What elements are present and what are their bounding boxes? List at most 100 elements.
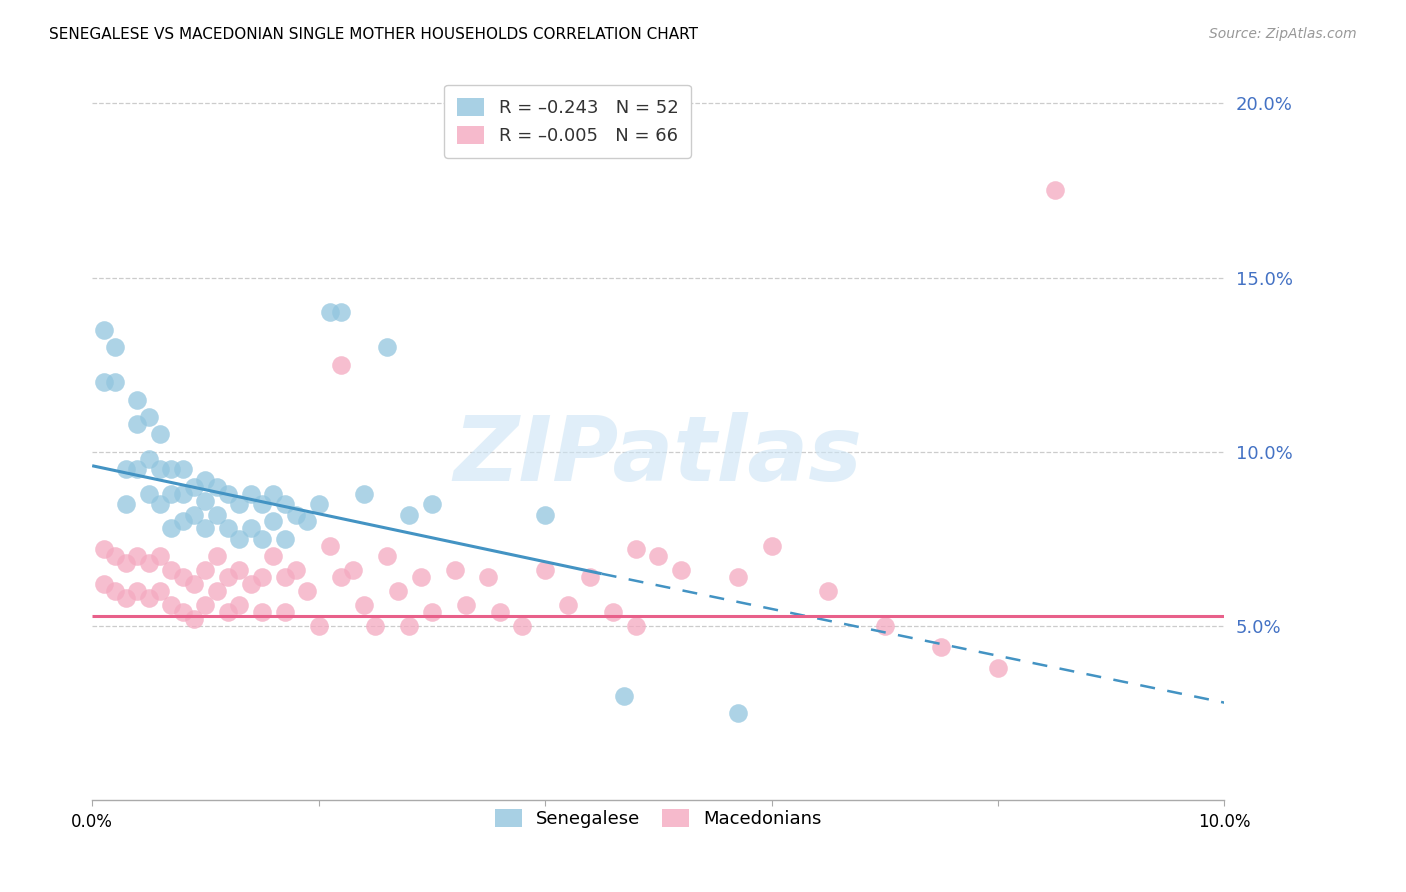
Point	[160, 462, 183, 476]
Point	[398, 508, 420, 522]
Point	[138, 591, 160, 606]
Point	[398, 619, 420, 633]
Point	[375, 340, 398, 354]
Point	[330, 305, 353, 319]
Point	[273, 570, 295, 584]
Point	[262, 515, 284, 529]
Point	[477, 570, 499, 584]
Point	[420, 605, 443, 619]
Point	[342, 563, 364, 577]
Point	[104, 375, 127, 389]
Point	[115, 462, 138, 476]
Point	[194, 521, 217, 535]
Point	[250, 605, 273, 619]
Point	[285, 563, 308, 577]
Point	[262, 549, 284, 564]
Point	[239, 521, 262, 535]
Point	[250, 570, 273, 584]
Point	[330, 358, 353, 372]
Point	[727, 570, 749, 584]
Point	[127, 462, 149, 476]
Point	[194, 563, 217, 577]
Point	[228, 532, 250, 546]
Point	[217, 521, 239, 535]
Point	[488, 605, 510, 619]
Point	[183, 480, 205, 494]
Point	[239, 577, 262, 591]
Point	[297, 584, 319, 599]
Point	[138, 451, 160, 466]
Point	[93, 375, 115, 389]
Point	[387, 584, 409, 599]
Point	[319, 539, 342, 553]
Point	[115, 591, 138, 606]
Point	[104, 340, 127, 354]
Point	[149, 584, 172, 599]
Point	[127, 392, 149, 407]
Point	[420, 497, 443, 511]
Point	[217, 605, 239, 619]
Point	[183, 577, 205, 591]
Point	[602, 605, 624, 619]
Point	[228, 563, 250, 577]
Point	[160, 563, 183, 577]
Point	[194, 473, 217, 487]
Point	[353, 486, 375, 500]
Point	[330, 570, 353, 584]
Point	[217, 570, 239, 584]
Point	[669, 563, 692, 577]
Point	[624, 542, 647, 557]
Point	[319, 305, 342, 319]
Point	[115, 556, 138, 570]
Point	[127, 417, 149, 431]
Point	[579, 570, 602, 584]
Text: ZIPatlas: ZIPatlas	[454, 412, 863, 500]
Point	[138, 409, 160, 424]
Point	[987, 661, 1010, 675]
Legend: Senegalese, Macedonians: Senegalese, Macedonians	[488, 801, 830, 835]
Point	[93, 542, 115, 557]
Point	[127, 584, 149, 599]
Point	[160, 486, 183, 500]
Point	[183, 508, 205, 522]
Point	[285, 508, 308, 522]
Point	[172, 515, 194, 529]
Point	[160, 598, 183, 612]
Point	[194, 493, 217, 508]
Point	[205, 480, 228, 494]
Point	[205, 508, 228, 522]
Point	[817, 584, 839, 599]
Point	[217, 486, 239, 500]
Point	[512, 619, 534, 633]
Point	[1043, 184, 1066, 198]
Point	[873, 619, 896, 633]
Point	[250, 532, 273, 546]
Point	[375, 549, 398, 564]
Point	[308, 619, 330, 633]
Point	[104, 549, 127, 564]
Point	[353, 598, 375, 612]
Point	[149, 462, 172, 476]
Point	[239, 486, 262, 500]
Point	[624, 619, 647, 633]
Point	[194, 598, 217, 612]
Point	[138, 556, 160, 570]
Point	[557, 598, 579, 612]
Text: Source: ZipAtlas.com: Source: ZipAtlas.com	[1209, 27, 1357, 41]
Point	[205, 584, 228, 599]
Point	[149, 549, 172, 564]
Point	[273, 532, 295, 546]
Text: SENEGALESE VS MACEDONIAN SINGLE MOTHER HOUSEHOLDS CORRELATION CHART: SENEGALESE VS MACEDONIAN SINGLE MOTHER H…	[49, 27, 699, 42]
Point	[149, 497, 172, 511]
Point	[761, 539, 783, 553]
Point	[534, 563, 557, 577]
Point	[127, 549, 149, 564]
Point	[160, 521, 183, 535]
Point	[172, 486, 194, 500]
Point	[228, 497, 250, 511]
Point	[172, 605, 194, 619]
Point	[228, 598, 250, 612]
Point	[297, 515, 319, 529]
Point	[454, 598, 477, 612]
Point	[308, 497, 330, 511]
